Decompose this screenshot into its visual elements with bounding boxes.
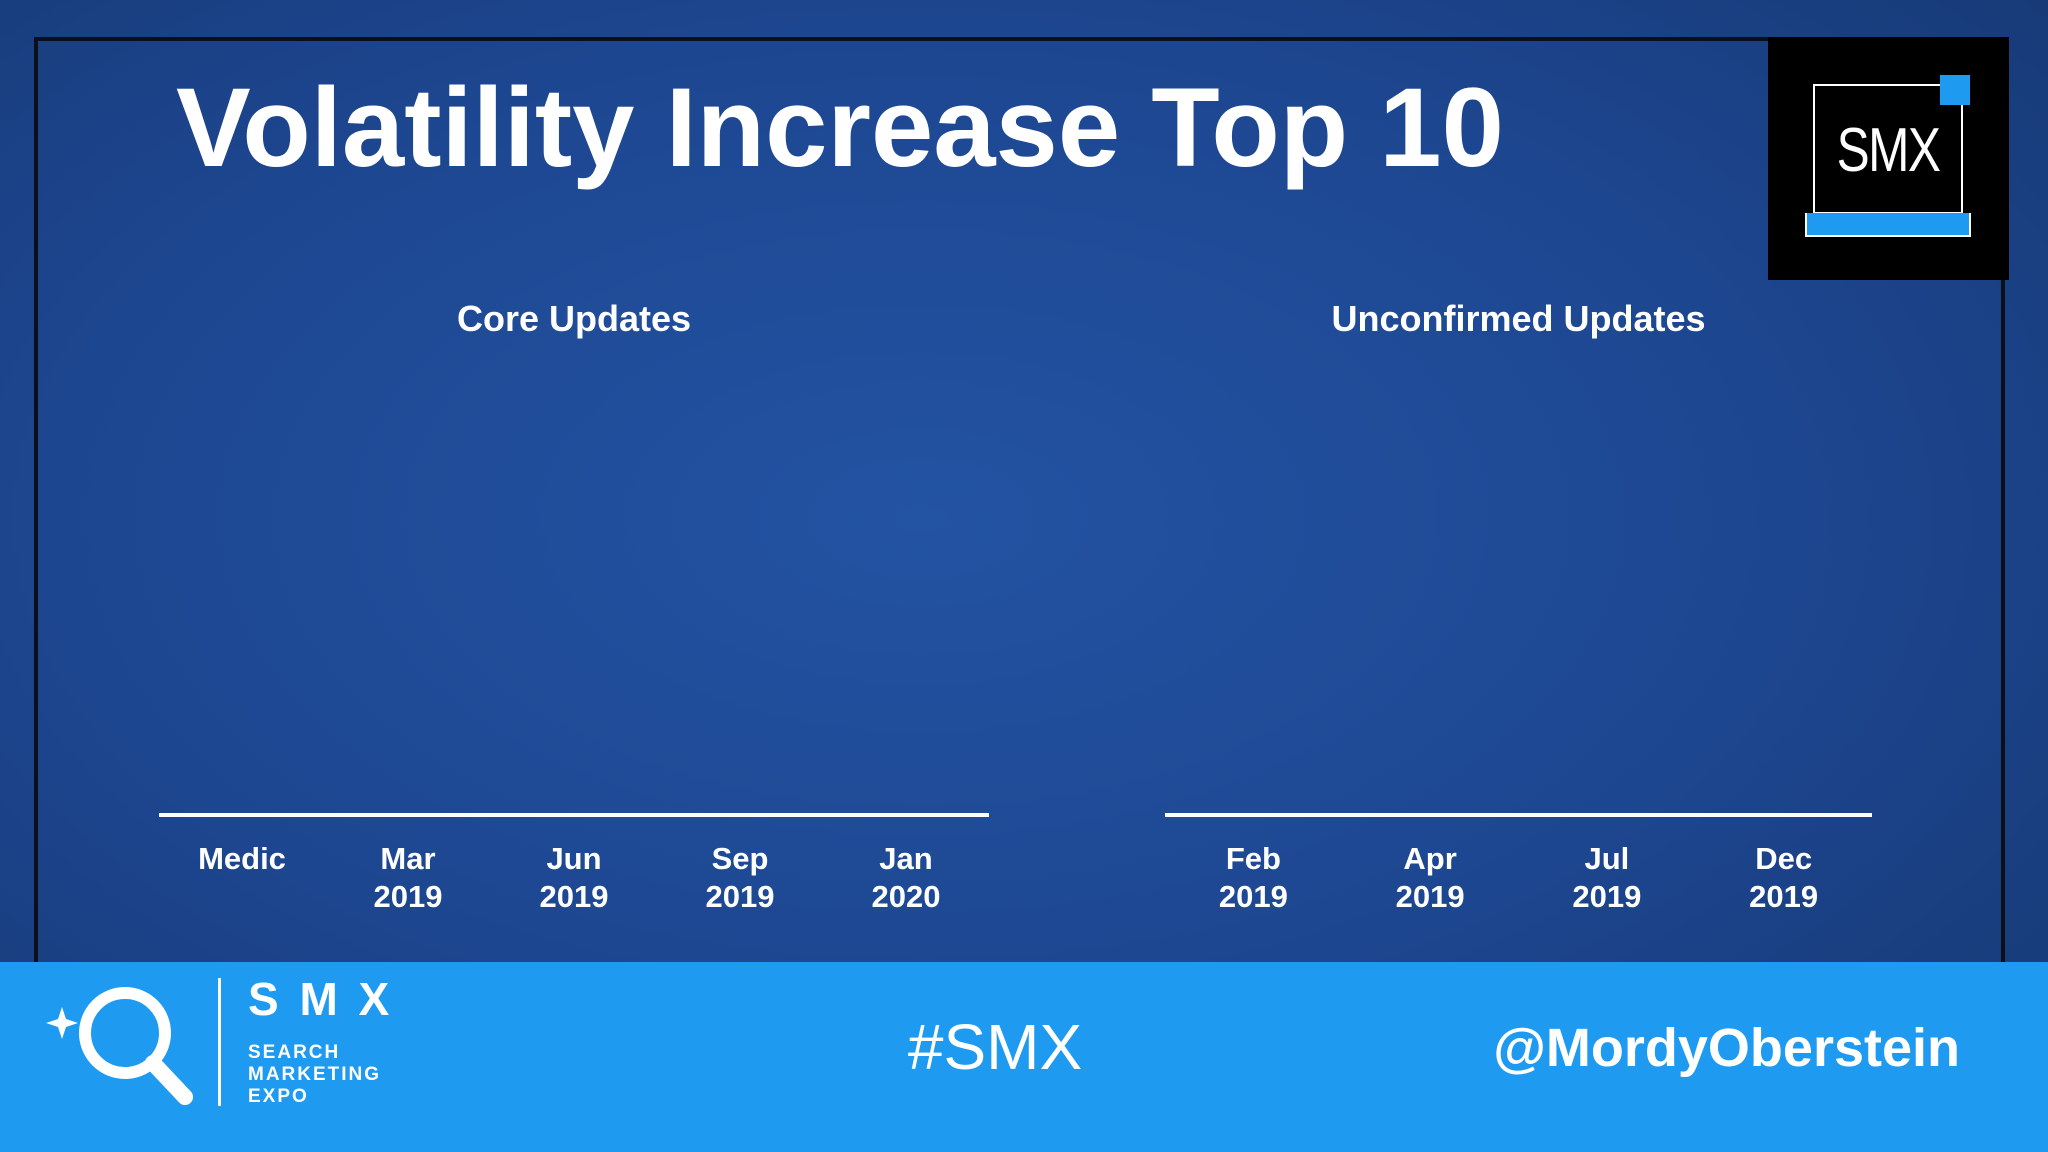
x-tick-label: Dec 2019 [1749,841,1819,914]
x-tick-label: Medic [198,841,286,876]
handle: @MordyOberstein [1493,1018,1960,1078]
logo-bar [1805,213,1971,237]
footer-tagline: SEARCH MARKETING EXPO [248,1042,381,1108]
logo-text: SMX [1836,116,1941,185]
x-tick-label: Jan 2020 [871,841,941,914]
x-tick-label: Apr 2019 [1395,841,1465,914]
chart-title: Unconfirmed Updates [1331,298,1706,339]
tagline-line: MARKETING [248,1064,382,1085]
divider [218,978,221,1106]
x-axis [1165,813,1872,817]
logo-box: SMX [1768,37,2009,280]
logo-corner [1940,75,1970,105]
search-icon [46,987,193,1105]
x-axis [159,813,989,817]
x-tick-label: Jun 2019 [539,841,609,914]
x-tick-label: Jul 2019 [1572,841,1642,914]
footer [0,962,2048,1152]
frame [34,37,2005,1113]
x-tick-label: Feb 2019 [1218,841,1288,914]
chart-title: Core Updates [456,298,692,339]
footer-brand: S M X [248,973,394,1025]
x-tick-label: Sep 2019 [705,841,775,914]
slide-title: Volatility Increase Top 10 [176,65,1504,190]
hashtag: #SMX [907,1011,1083,1083]
tagline-line: EXPO [248,1086,309,1107]
tagline-line: SEARCH [248,1042,341,1063]
x-tick-label: Mar 2019 [373,841,443,914]
